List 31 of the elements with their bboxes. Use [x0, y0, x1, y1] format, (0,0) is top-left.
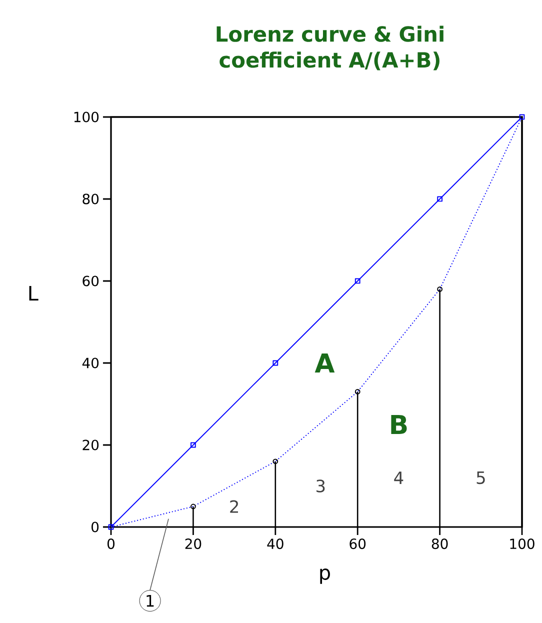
- point: [437, 196, 442, 202]
- x-tick-label: 20: [185, 538, 202, 550]
- point: [354, 278, 360, 284]
- y-tick-label: 40: [82, 358, 99, 368]
- x-tick-label: 100: [510, 538, 534, 550]
- annotation: 5: [476, 472, 485, 484]
- annotation: 2: [230, 500, 238, 513]
- x-tick-label: 80: [432, 538, 448, 550]
- annotation: A: [314, 354, 335, 372]
- point: [190, 504, 196, 510]
- x-tick-label: 40: [267, 538, 284, 550]
- annotation: 4: [394, 472, 404, 484]
- chart-title: Lorenz curve & Gini coefficient A/(A+B): [216, 26, 444, 70]
- text: 1: [146, 594, 154, 607]
- y-tick-label: 60: [82, 276, 99, 286]
- y-tick-label: 100: [74, 112, 99, 122]
- x-tick-label: 60: [350, 538, 366, 550]
- point: [354, 389, 360, 394]
- point: [108, 524, 114, 530]
- point: [519, 114, 525, 120]
- y-axis-title: L: [29, 286, 38, 301]
- x-axis-title: p: [320, 568, 330, 584]
- y-tick-label: 0: [92, 522, 99, 532]
- y-tick-label: 80: [82, 194, 99, 204]
- annotation: B: [391, 415, 407, 434]
- annotation: 3: [316, 480, 325, 492]
- y-tick-label: 20: [82, 440, 99, 450]
- point: [272, 458, 278, 464]
- point: [190, 442, 196, 448]
- x-tick-label: 0: [107, 538, 115, 550]
- point: [272, 360, 278, 366]
